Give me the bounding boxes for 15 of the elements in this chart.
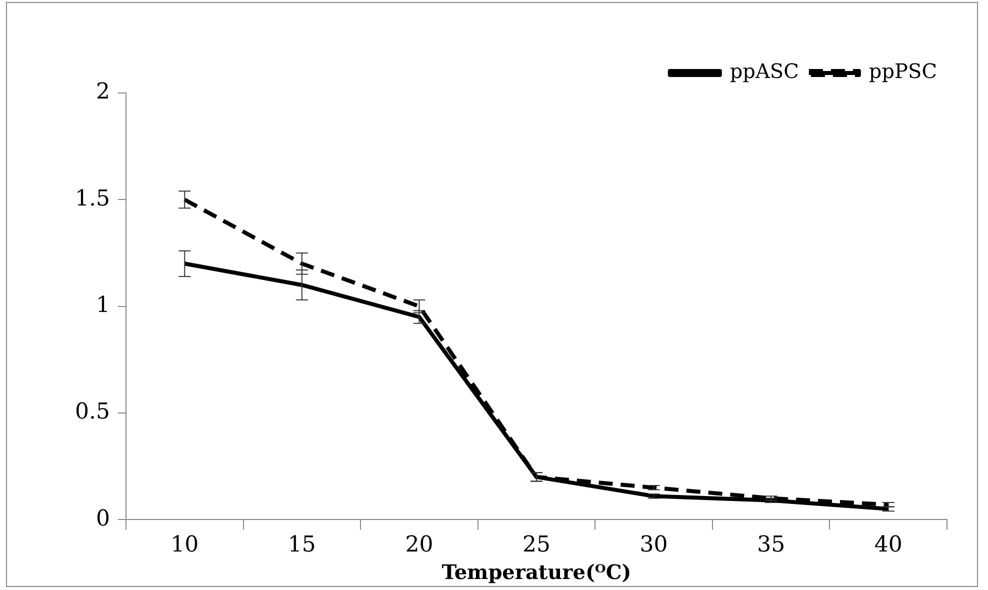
y-tick-label: 0.5 [74,400,110,425]
x-axis-title: Temperature(ᴼC) [442,560,632,584]
y-tick-label: 1 [96,293,110,318]
x-tick-label: 15 [288,532,316,558]
y-tick-label: 2 [96,80,110,105]
x-tick-label: 30 [640,532,668,558]
x-tick-label: 40 [874,532,902,558]
y-tick-label: 0 [96,506,110,532]
x-tick-label: 10 [170,532,199,558]
x-tick-label: 35 [757,532,786,558]
y-tick-label: 1.5 [74,186,110,212]
legend-label: ppASC [730,59,799,84]
x-tick-label: 25 [522,532,550,558]
x-tick-label: 20 [405,532,434,558]
legend-label: ppPSC [868,59,938,84]
